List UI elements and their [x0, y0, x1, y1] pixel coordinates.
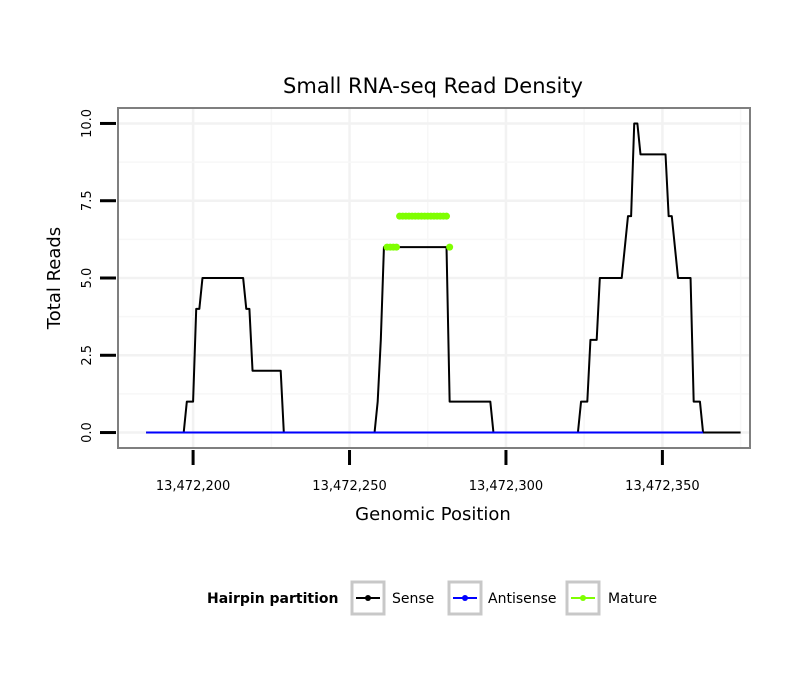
- x-tick-label: 13,472,300: [469, 479, 543, 494]
- series-layer: [146, 122, 741, 434]
- legend-key-dot-sense: [365, 595, 371, 601]
- legend: Hairpin partition Sense Antisense Mature: [207, 580, 657, 616]
- legend-item-antisense: Antisense: [447, 580, 557, 616]
- y-tick-label: 7.5: [80, 190, 95, 211]
- x-tick-label: 13,472,250: [312, 479, 386, 494]
- legend-label-sense: Sense: [392, 591, 434, 607]
- data-point-mature: [446, 243, 454, 251]
- x-axis: 13,472,200 13,472,250 13,472,300 13,472,350: [156, 450, 700, 494]
- plot-panel-border: [117, 107, 751, 449]
- data-point-mature: [392, 243, 400, 251]
- y-tick-label: 0.0: [80, 422, 95, 443]
- y-axis: 0.0 2.5 5.0 7.5 10.0: [80, 109, 116, 443]
- y-tick-label: 10.0: [80, 109, 95, 138]
- legend-label-antisense: Antisense: [488, 591, 557, 607]
- data-point-mature: [443, 212, 451, 220]
- legend-title: Hairpin partition: [207, 591, 338, 607]
- legend-key-dot-antisense: [462, 595, 468, 601]
- legend-item-sense: Sense: [350, 580, 434, 616]
- legend-key-dot-mature: [580, 595, 586, 601]
- legend-label-mature: Mature: [608, 591, 657, 607]
- x-tick-label: 13,472,350: [625, 479, 699, 494]
- y-tick-label: 2.5: [80, 345, 95, 366]
- y-tick-label: 5.0: [80, 268, 95, 289]
- legend-item-mature: Mature: [565, 580, 657, 616]
- x-tick-label: 13,472,200: [156, 479, 230, 494]
- x-axis-title: Genomic Position: [355, 504, 511, 525]
- chart-title: Small RNA-seq Read Density: [283, 74, 583, 98]
- y-axis-title: Total Reads: [44, 227, 65, 330]
